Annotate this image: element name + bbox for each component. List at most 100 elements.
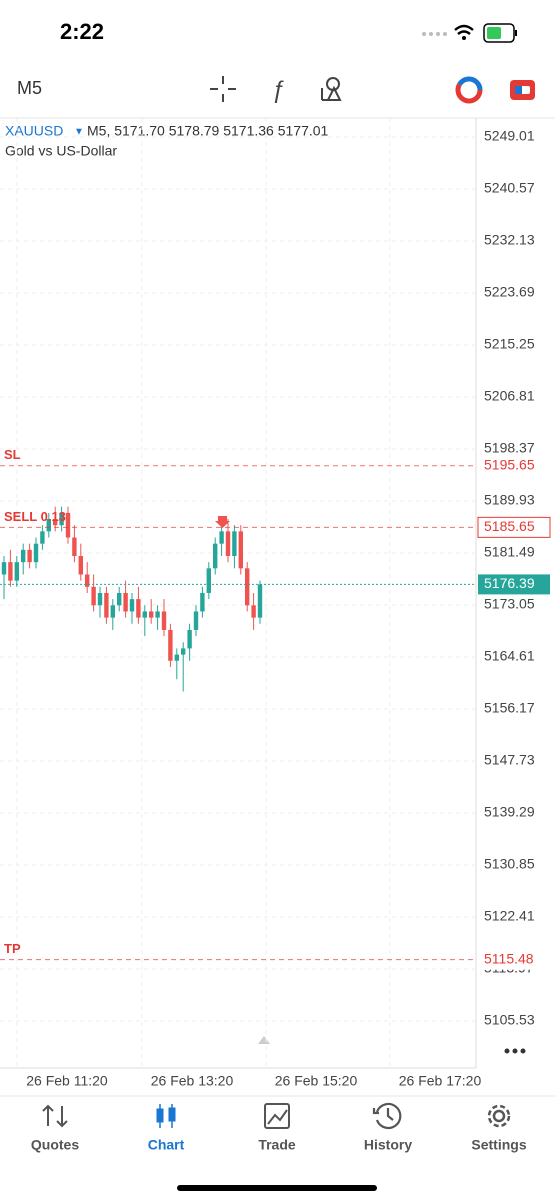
trade-button[interactable] bbox=[510, 80, 535, 100]
candle-body bbox=[155, 611, 160, 618]
level-price: 5195.65 bbox=[484, 456, 535, 472]
quotes-icon[interactable] bbox=[42, 1104, 68, 1128]
indicators-button[interactable]: ƒ bbox=[271, 76, 284, 103]
tab-label[interactable]: Settings bbox=[471, 1137, 526, 1153]
candle-body bbox=[78, 556, 83, 575]
tab-label[interactable]: Chart bbox=[148, 1137, 185, 1153]
candle-body bbox=[72, 537, 77, 557]
candle-body bbox=[245, 568, 250, 606]
candle-body bbox=[33, 543, 39, 563]
candle-body bbox=[142, 611, 147, 618]
history-icon[interactable] bbox=[372, 1102, 402, 1130]
candle-body bbox=[14, 562, 19, 581]
candle-body bbox=[85, 574, 90, 587]
price-label: 5181.49 bbox=[484, 544, 535, 560]
level-price-box bbox=[477, 516, 551, 538]
candle-body bbox=[238, 531, 243, 569]
time-label: 26 Feb 11:20 bbox=[26, 1073, 108, 1089]
candle-body bbox=[193, 611, 199, 630]
tab-label[interactable]: Quotes bbox=[31, 1137, 79, 1153]
time-label: 26 Feb 17:20 bbox=[399, 1073, 482, 1089]
candle-body bbox=[59, 512, 64, 526]
price-label: 5215.25 bbox=[484, 336, 535, 352]
candle-body bbox=[200, 592, 205, 612]
level-name: SL bbox=[4, 447, 21, 462]
trade-icon[interactable] bbox=[264, 1103, 290, 1129]
level-price: 5185.65 bbox=[484, 518, 535, 534]
price-label: 5105.53 bbox=[484, 1012, 535, 1028]
symbol-description: Gold vs US-Dollar bbox=[5, 143, 117, 159]
level-name: TP bbox=[4, 941, 21, 956]
time-label: 26 Feb 15:20 bbox=[275, 1073, 358, 1089]
chart-area bbox=[0, 117, 555, 1069]
candle-body bbox=[53, 519, 58, 526]
status-icons bbox=[422, 23, 517, 43]
current-price-box bbox=[478, 574, 550, 595]
symbol-dropdown[interactable]: ▼ bbox=[74, 127, 84, 138]
candle-body bbox=[161, 611, 167, 630]
candle-body bbox=[129, 599, 135, 612]
price-label: 5189.93 bbox=[484, 492, 535, 508]
candle-body bbox=[257, 584, 263, 618]
price-label: 5249.01 bbox=[484, 128, 535, 144]
candle-body bbox=[187, 629, 192, 649]
candle-body bbox=[232, 531, 237, 557]
candle-body bbox=[251, 605, 256, 618]
tab-label[interactable]: History bbox=[364, 1137, 412, 1153]
price-label: 5130.85 bbox=[484, 856, 535, 872]
level-name: SELL 0.13 bbox=[4, 509, 66, 524]
candle-body bbox=[149, 611, 154, 618]
candle-body bbox=[104, 592, 109, 618]
sell-arrow bbox=[215, 516, 230, 528]
price-label: 5173.05 bbox=[484, 596, 535, 612]
tab-label[interactable]: Trade bbox=[258, 1137, 296, 1153]
price-label: 5139.29 bbox=[484, 804, 535, 820]
candle-body bbox=[213, 543, 218, 569]
candle-body bbox=[123, 592, 128, 612]
chart-icon[interactable] bbox=[156, 1104, 176, 1128]
candle-body bbox=[174, 654, 179, 661]
account-button[interactable] bbox=[455, 76, 483, 104]
candle-body bbox=[168, 629, 173, 661]
price-label: 5240.57 bbox=[484, 180, 535, 196]
settings-icon[interactable] bbox=[487, 1104, 511, 1128]
more-button[interactable] bbox=[504, 1048, 526, 1054]
candle-body bbox=[65, 512, 71, 538]
level-price-box bbox=[478, 455, 550, 476]
timeframe-button[interactable]: M5 bbox=[17, 78, 42, 98]
clock: 2:22 bbox=[60, 19, 104, 44]
time-label: 26 Feb 13:20 bbox=[151, 1073, 234, 1089]
candle-body bbox=[219, 531, 224, 544]
candle-body bbox=[91, 586, 96, 606]
price-label: 5156.17 bbox=[484, 700, 535, 716]
candle-body bbox=[46, 519, 51, 532]
level-price-box bbox=[478, 949, 550, 970]
objects-button[interactable] bbox=[321, 77, 342, 101]
candle-body bbox=[206, 568, 211, 593]
price-label: 5198.37 bbox=[484, 440, 535, 456]
price-label: 5147.73 bbox=[484, 752, 535, 768]
price-label: 5223.69 bbox=[484, 284, 535, 300]
scroll-marker bbox=[258, 1036, 270, 1044]
home-indicator bbox=[177, 1185, 377, 1191]
ohlc-info: M5, 5171.70 5178.79 5171.36 5177.01 bbox=[87, 123, 329, 139]
candle-body bbox=[8, 562, 13, 581]
current-price: 5176.39 bbox=[484, 575, 535, 591]
candle-body bbox=[1, 562, 7, 575]
candle-body bbox=[97, 592, 103, 606]
candle-body bbox=[136, 599, 141, 618]
crosshair-button[interactable] bbox=[210, 76, 236, 102]
price-label: 5206.81 bbox=[484, 388, 535, 404]
candle-body bbox=[110, 605, 115, 618]
candle-body bbox=[21, 549, 26, 563]
symbol[interactable]: XAUUSD bbox=[5, 123, 63, 139]
candle-body bbox=[40, 531, 45, 544]
candle-body bbox=[181, 648, 186, 655]
price-label: 5122.41 bbox=[484, 908, 535, 924]
candle-body bbox=[225, 531, 231, 557]
level-price: 5115.48 bbox=[484, 950, 534, 966]
price-label: 5164.61 bbox=[484, 648, 535, 664]
candle-body bbox=[27, 549, 32, 563]
